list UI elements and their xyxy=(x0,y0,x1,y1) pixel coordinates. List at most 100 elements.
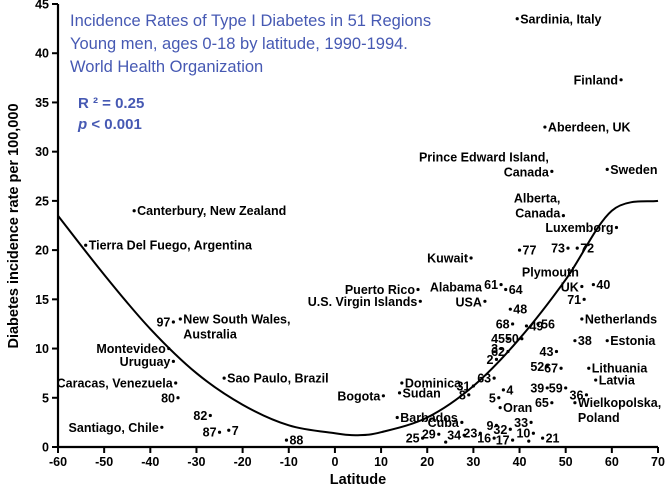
data-point xyxy=(176,396,180,400)
y-tick-label: 40 xyxy=(35,47,49,61)
point-label: 7 xyxy=(232,424,239,438)
point-label: Canada xyxy=(504,165,550,179)
x-axis-label: Latitude xyxy=(330,472,386,488)
data-point xyxy=(580,317,584,321)
point-label: 72 xyxy=(580,242,594,256)
point-label: 43 xyxy=(540,345,554,359)
data-point xyxy=(171,359,175,363)
point-label: 64 xyxy=(509,283,523,297)
point-label: 33 xyxy=(514,416,528,430)
point-label: 36 xyxy=(570,388,584,402)
point-label: 25 xyxy=(406,432,420,446)
p-value-suffix: < 0.001 xyxy=(87,116,142,133)
point-label: USA xyxy=(456,295,482,309)
data-point xyxy=(178,317,182,321)
point-label: 62 xyxy=(491,345,505,359)
x-tick-label: -20 xyxy=(234,455,252,469)
point-label: Australia xyxy=(183,328,238,342)
point-label: Poland xyxy=(578,411,620,425)
p-value-label: p < 0.001 xyxy=(77,116,142,133)
point-label: 31 xyxy=(456,379,470,393)
y-tick-label: 35 xyxy=(35,96,49,110)
data-point xyxy=(524,324,529,328)
data-point xyxy=(520,337,524,341)
data-point xyxy=(284,438,289,442)
data-point xyxy=(580,284,584,289)
data-point xyxy=(462,433,466,437)
data-point xyxy=(605,339,609,343)
point-label: 3 xyxy=(491,342,498,356)
point-label: 34 xyxy=(447,429,461,443)
data-point xyxy=(614,225,619,230)
point-label: Canterbury, New Zealand xyxy=(137,204,286,218)
x-tick-label: -50 xyxy=(95,455,113,469)
data-point xyxy=(550,401,554,405)
point-label: 4 xyxy=(506,383,513,397)
data-point xyxy=(499,282,503,287)
p-value-prefix: p xyxy=(77,116,87,133)
point-label: Finland xyxy=(574,73,618,87)
data-point xyxy=(494,423,499,427)
x-tick-label: 20 xyxy=(420,455,434,469)
data-point xyxy=(511,322,515,326)
title-line-2: Young men, ages 0-18 by latitude, 1990-1… xyxy=(70,35,408,53)
data-point xyxy=(515,17,519,21)
point-label: 5 xyxy=(489,391,496,405)
x-tick-label: 0 xyxy=(331,455,338,469)
data-point xyxy=(559,366,563,370)
data-point xyxy=(471,384,475,388)
data-point xyxy=(174,381,178,385)
data-point xyxy=(132,209,136,213)
data-point xyxy=(217,430,222,434)
x-tick-label: 70 xyxy=(651,455,665,469)
point-label: 49 xyxy=(529,319,543,333)
y-tick-label: 20 xyxy=(35,244,49,258)
point-label: 38 xyxy=(578,334,592,348)
data-point xyxy=(467,393,471,397)
point-label: Prince Edward Island, xyxy=(419,150,549,164)
r-squared-label: R ² = 0.25 xyxy=(78,95,144,112)
point-label: Alberta, xyxy=(514,192,561,206)
point-label: 32 xyxy=(493,423,507,437)
data-point xyxy=(564,386,568,390)
data-point xyxy=(566,246,570,250)
data-point xyxy=(511,438,515,442)
point-label: Latvia xyxy=(599,374,636,388)
trend-layer xyxy=(57,199,659,437)
point-label: Sudan xyxy=(403,386,441,400)
point-label: 87 xyxy=(203,426,217,440)
data-point xyxy=(554,349,559,354)
data-point xyxy=(506,337,510,341)
data-point xyxy=(582,297,586,301)
x-tick-label: -30 xyxy=(187,455,205,469)
point-label: 45 xyxy=(491,332,505,346)
point-label: Sao Paulo, Brazil xyxy=(227,372,328,386)
data-point xyxy=(492,436,496,440)
data-point xyxy=(418,299,422,303)
data-point xyxy=(160,425,164,429)
data-point xyxy=(492,376,496,380)
data-point xyxy=(167,346,171,351)
data-point xyxy=(504,287,508,292)
x-tick-label: 40 xyxy=(513,455,527,469)
data-point xyxy=(506,349,510,354)
x-tick-label: -60 xyxy=(49,455,67,469)
point-label: Uruguay xyxy=(120,355,171,369)
title-line-3: World Health Organization xyxy=(70,58,263,76)
point-label: 40 xyxy=(596,278,610,292)
point-label: Lithuania xyxy=(592,362,649,376)
x-tick-label: 10 xyxy=(374,455,388,469)
y-tick-label: 30 xyxy=(35,145,49,159)
point-label: 67 xyxy=(544,362,558,376)
point-label: 56 xyxy=(541,317,555,331)
data-point xyxy=(397,391,402,395)
point-label: 88 xyxy=(289,434,303,448)
point-label: 29 xyxy=(422,428,436,442)
point-label: Cuba xyxy=(428,416,460,430)
data-point xyxy=(444,440,448,444)
point-label: Barbados xyxy=(400,411,458,425)
data-point xyxy=(460,420,464,424)
data-point xyxy=(222,376,226,380)
data-point xyxy=(478,431,482,435)
trend-curve xyxy=(57,199,659,437)
